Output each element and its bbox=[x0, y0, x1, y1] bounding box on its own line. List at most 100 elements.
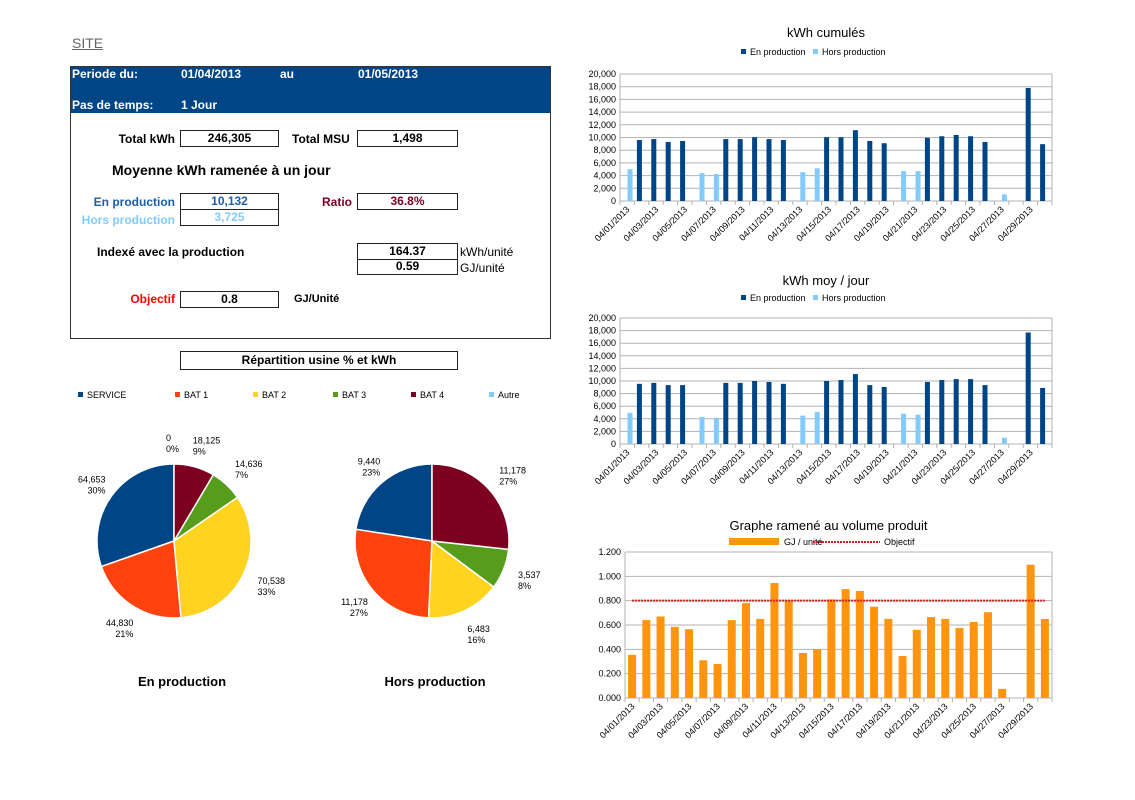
pie-title: Hors production bbox=[384, 674, 485, 689]
bar-en-production bbox=[824, 381, 830, 444]
pie-slice-bat1 bbox=[100, 539, 182, 619]
bar-en-production bbox=[953, 134, 959, 201]
y-tick-label: 1.000 bbox=[598, 571, 621, 581]
chart-title: kWh cumulés bbox=[787, 25, 866, 40]
legend-label: En production bbox=[750, 293, 806, 303]
gj-per-unit-value: 0.59 bbox=[357, 259, 458, 275]
date-to[interactable]: 01/05/2013 bbox=[358, 67, 419, 81]
bar-hors-production bbox=[1001, 194, 1007, 201]
chart-title: Graphe ramené au volume produit bbox=[729, 518, 927, 533]
pie-value-label: 3,537 bbox=[518, 570, 541, 580]
gj-per-unit-label: GJ/unité bbox=[460, 261, 505, 275]
bar-en-production bbox=[665, 385, 671, 444]
site-link[interactable]: SITE bbox=[72, 35, 104, 51]
bar-en-production bbox=[680, 140, 686, 201]
bar-en-production bbox=[1025, 87, 1031, 201]
y-tick-label: 8,000 bbox=[593, 389, 616, 399]
pie-value-label: 9,440 bbox=[358, 456, 381, 466]
date-from[interactable]: 01/04/2013 bbox=[181, 67, 242, 81]
bar-en-production bbox=[723, 382, 729, 444]
y-tick-label: 18,000 bbox=[588, 326, 616, 336]
y-tick-label: 0 bbox=[611, 439, 616, 449]
y-tick-label: 0.800 bbox=[598, 596, 621, 606]
legend-swatch bbox=[741, 49, 746, 54]
bar-en-production bbox=[1025, 332, 1031, 444]
bar-hors-production bbox=[800, 415, 806, 444]
bar-en-production bbox=[766, 139, 772, 201]
bar-en-production bbox=[939, 380, 945, 444]
pie-title: En production bbox=[138, 674, 226, 689]
bar-hors-production bbox=[800, 172, 806, 201]
pie-slice-bat2 bbox=[427, 539, 495, 619]
objectif-unit: GJ/Unité bbox=[294, 293, 340, 305]
bar-en-production bbox=[737, 139, 743, 201]
objectif-value[interactable]: 0.8 bbox=[180, 291, 279, 308]
repartition-title: Répartition usine % et kWh bbox=[180, 351, 458, 370]
pie-legend: SERVICE BAT 1 BAT 2 BAT 3 BAT 4 Autre bbox=[78, 390, 520, 400]
au-label: au bbox=[280, 67, 295, 81]
y-tick-label: 2,000 bbox=[593, 183, 616, 193]
pie-slice-bat2 bbox=[173, 496, 252, 619]
bar-gj-per-unit bbox=[699, 660, 708, 698]
pie-slice-service bbox=[355, 463, 433, 542]
en-production-label: En production bbox=[93, 195, 175, 209]
bar-en-production bbox=[636, 140, 642, 201]
bar-en-production bbox=[881, 143, 887, 201]
legend-swatch bbox=[813, 295, 818, 300]
bar-hors-production bbox=[713, 417, 719, 444]
summary-panel bbox=[70, 66, 551, 339]
bar-en-production bbox=[752, 137, 758, 201]
pie-value-label: 44,830 bbox=[106, 618, 134, 628]
y-tick-label: 0.400 bbox=[598, 644, 621, 654]
bar-en-production bbox=[939, 136, 945, 201]
y-tick-label: 16,000 bbox=[588, 338, 616, 348]
bar-gj-per-unit bbox=[983, 612, 992, 698]
pie-value-label: 6,483 bbox=[467, 624, 490, 634]
chart-title: kWh moy / jour bbox=[783, 273, 870, 288]
y-tick-label: 12,000 bbox=[588, 363, 616, 373]
pie-percent-label: 33% bbox=[257, 587, 275, 597]
bar-gj-per-unit bbox=[741, 603, 750, 698]
legend-swatch bbox=[411, 392, 416, 397]
bar-gj-per-unit bbox=[813, 649, 822, 698]
periode-label: Periode du: bbox=[72, 67, 139, 81]
bar-en-production bbox=[651, 382, 657, 444]
bar-en-production bbox=[838, 380, 844, 444]
y-tick-label: 0.600 bbox=[598, 620, 621, 630]
bar-en-production bbox=[867, 385, 873, 444]
kwh-per-unit-value: 164.37 bbox=[357, 243, 458, 260]
bar-gj-per-unit bbox=[898, 656, 907, 698]
pie-percent-label: 21% bbox=[115, 629, 133, 639]
bar-en-production bbox=[968, 379, 974, 444]
bar-gj-per-unit bbox=[713, 663, 722, 698]
bar-en-production bbox=[1040, 144, 1046, 201]
bar-gj-per-unit bbox=[827, 599, 836, 698]
y-tick-label: 10,000 bbox=[588, 376, 616, 386]
y-tick-label: 1.200 bbox=[598, 547, 621, 557]
bar-gj-per-unit bbox=[884, 618, 893, 698]
legend-swatch bbox=[741, 295, 746, 300]
bar-en-production bbox=[723, 139, 729, 201]
pas-value[interactable]: 1 Jour bbox=[181, 98, 218, 112]
y-tick-label: 8,000 bbox=[593, 145, 616, 155]
bar-en-production bbox=[881, 386, 887, 444]
pie-percent-label: 7% bbox=[235, 470, 248, 480]
bar-gj-per-unit bbox=[998, 688, 1007, 698]
ratio-label: Ratio bbox=[322, 195, 352, 209]
bar-gj-per-unit bbox=[912, 629, 921, 698]
y-tick-label: 20,000 bbox=[588, 313, 616, 323]
bar-hors-production bbox=[901, 413, 907, 444]
legend-swatch bbox=[729, 538, 779, 545]
y-tick-label: 0.200 bbox=[598, 669, 621, 679]
kwh-per-unit-label: kWh/unité bbox=[460, 245, 514, 259]
bar-en-production bbox=[838, 137, 844, 201]
legend-label: BAT 2 bbox=[262, 390, 286, 400]
y-tick-label: 4,000 bbox=[593, 171, 616, 181]
bar-gj-per-unit bbox=[1026, 564, 1035, 698]
pie-value-label: 70,538 bbox=[257, 576, 285, 586]
bar-en-production bbox=[982, 385, 988, 444]
bar-hors-production bbox=[814, 411, 820, 444]
pie-value-label: 0 bbox=[166, 433, 171, 443]
pie-percent-label: 8% bbox=[518, 581, 531, 591]
